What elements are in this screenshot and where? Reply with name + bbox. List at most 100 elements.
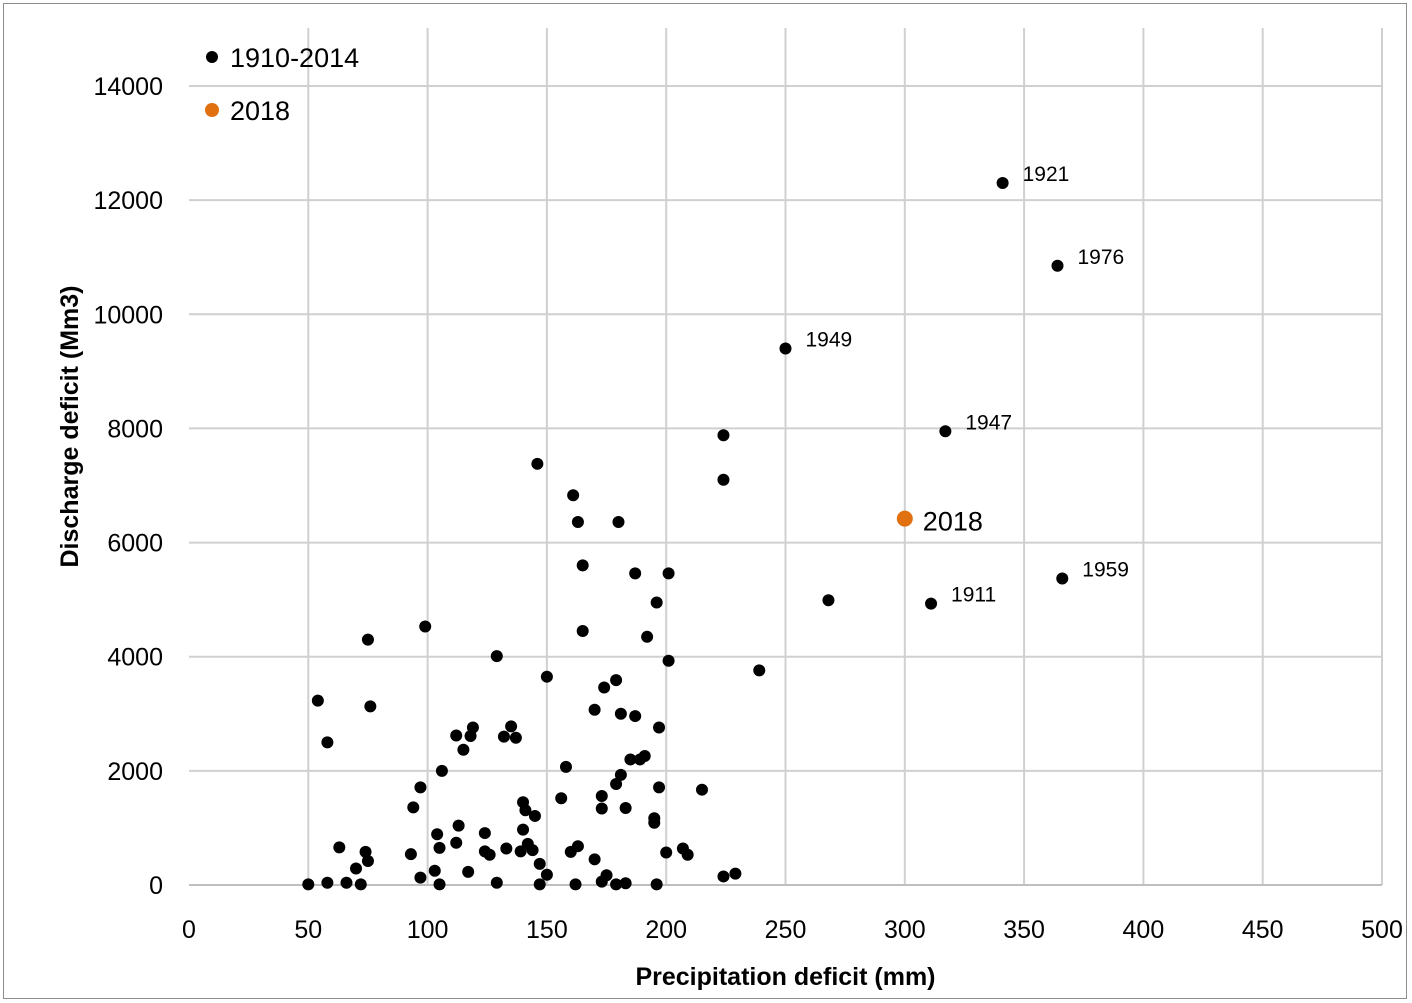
y-tick-label: 6000 (107, 530, 163, 558)
data-point (595, 875, 608, 888)
data-point (576, 559, 589, 572)
point-annotation: 1976 (1078, 246, 1125, 269)
data-point (333, 841, 346, 854)
x-tick-labels: 0 50 100 150 200 250 300 350 400 450 500 (182, 916, 1403, 944)
data-point (364, 700, 377, 713)
data-point (588, 853, 601, 866)
data-point (717, 429, 730, 442)
data-point (450, 729, 463, 742)
data-point (540, 868, 553, 881)
data-point (533, 878, 546, 891)
legend-label: 1910-2014 (230, 43, 359, 73)
data-point (526, 844, 539, 857)
x-tick-label: 100 (407, 916, 449, 944)
data-point (650, 878, 663, 891)
data-point (650, 596, 663, 609)
data-point (559, 760, 572, 773)
data-point (517, 823, 530, 836)
y-tick-label: 12000 (93, 187, 163, 215)
y-tick-label: 0 (149, 872, 163, 900)
data-point (567, 489, 580, 502)
data-point (350, 862, 363, 875)
data-point (610, 674, 623, 687)
x-tick-label: 450 (1242, 916, 1284, 944)
x-tick-label: 50 (294, 916, 322, 944)
data-point-2018 (896, 510, 913, 527)
data-point (505, 720, 518, 733)
point-annotation: 1921 (1023, 163, 1070, 186)
data-points (302, 177, 1069, 891)
x-tick-label: 200 (645, 916, 687, 944)
data-point (431, 828, 444, 841)
data-point (457, 743, 470, 756)
x-tick-label: 150 (526, 916, 568, 944)
data-point (428, 864, 441, 877)
data-point (610, 777, 623, 790)
legend-label: 2018 (230, 96, 290, 126)
data-point (641, 630, 654, 643)
data-point (1051, 259, 1064, 272)
data-point (681, 848, 694, 861)
point-annotation: 1949 (806, 329, 853, 352)
data-point (717, 870, 730, 883)
point-annotation: 1959 (1082, 559, 1129, 582)
data-point (569, 878, 582, 891)
data-point (321, 876, 334, 889)
data-point (531, 457, 544, 470)
data-point (598, 681, 611, 694)
data-point (433, 878, 446, 891)
grid-lines (189, 28, 1383, 886)
data-point (753, 664, 766, 677)
data-point (414, 781, 427, 794)
data-point (321, 736, 334, 749)
data-point (633, 753, 646, 766)
data-point (660, 846, 673, 859)
data-point (519, 804, 532, 817)
y-tick-label: 2000 (107, 758, 163, 786)
chart-frame (3, 3, 1407, 999)
data-point (359, 845, 372, 858)
legend-marker (206, 51, 218, 63)
y-tick-label: 4000 (107, 644, 163, 672)
x-tick-label: 300 (884, 916, 926, 944)
data-point (619, 877, 632, 890)
x-tick-label: 250 (765, 916, 807, 944)
data-point (450, 836, 463, 849)
data-point (662, 567, 675, 580)
x-axis-title: Precipitation deficit (mm) (635, 963, 935, 991)
data-point (361, 633, 374, 646)
x-tick-label: 350 (1003, 916, 1045, 944)
data-point (695, 783, 708, 796)
data-point (612, 516, 625, 529)
data-point (996, 177, 1009, 190)
data-point (653, 721, 666, 734)
data-point (619, 801, 632, 814)
data-point (540, 670, 553, 683)
data-point (483, 848, 496, 861)
data-point (311, 694, 324, 707)
data-point (497, 730, 510, 743)
data-point (629, 567, 642, 580)
data-point (1056, 572, 1069, 585)
data-point (779, 342, 792, 355)
y-tick-labels: 0 2000 4000 6000 8000 10000 12000 14000 (93, 73, 163, 900)
data-point (302, 878, 315, 891)
y-tick-label: 14000 (93, 73, 163, 101)
point-annotations: 1921 1976 1949 1947 1959 1911 2018 (806, 163, 1129, 607)
data-point (822, 594, 835, 607)
point-annotation: 1947 (965, 411, 1012, 434)
point-annotation: 1911 (951, 584, 996, 607)
data-point (533, 857, 546, 870)
data-point (595, 802, 608, 815)
data-point (555, 792, 568, 805)
data-point (433, 841, 446, 854)
data-point (729, 867, 742, 880)
data-point (354, 878, 367, 891)
data-point (717, 473, 730, 486)
y-tick-label: 8000 (107, 415, 163, 443)
data-point (407, 801, 420, 814)
x-tick-label: 500 (1361, 916, 1403, 944)
point-annotation: 2018 (923, 507, 983, 537)
data-point (614, 707, 627, 720)
